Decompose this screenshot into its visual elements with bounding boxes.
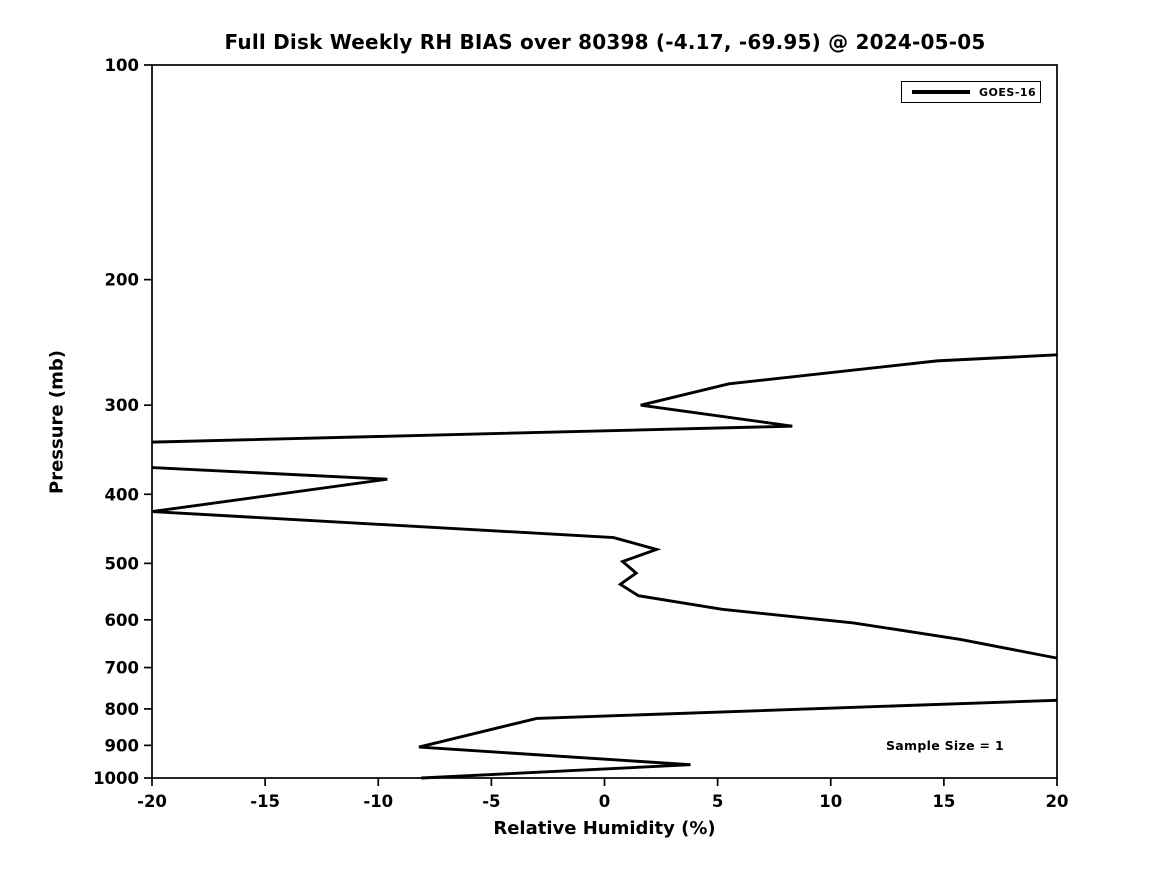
series-line-goes-16 (151, 466, 1058, 660)
x-tick-label: -20 (137, 792, 167, 811)
y-tick-label: 800 (105, 700, 139, 719)
x-tick-label: -5 (482, 792, 500, 811)
x-tick-label: 0 (599, 792, 610, 811)
x-axis-title: Relative Humidity (%) (493, 818, 716, 839)
x-tick-label: 20 (1046, 792, 1069, 811)
sample-size-annotation: Sample Size = 1 (886, 738, 1004, 753)
axes-frame (151, 64, 1058, 779)
y-tick-label: 1000 (93, 769, 139, 788)
x-tick-label: -10 (363, 792, 393, 811)
y-tick-label: 600 (105, 611, 139, 630)
series-line-goes-16 (151, 353, 1058, 444)
legend-series-label: GOES-16 (979, 85, 1037, 99)
legend-line-sample-icon (912, 90, 970, 94)
x-tick-label: 15 (932, 792, 955, 811)
y-tick-label: 400 (105, 485, 139, 504)
y-tick-label: 700 (105, 659, 139, 678)
legend: GOES-16 (901, 81, 1041, 103)
y-tick-label: 100 (105, 56, 139, 75)
chart-title: Full Disk Weekly RH BIAS over 80398 (-4.… (224, 30, 986, 54)
x-tick-label: -15 (250, 792, 280, 811)
y-tick-label: 900 (105, 736, 139, 755)
y-tick-label: 500 (105, 554, 139, 573)
y-tick-label: 300 (105, 396, 139, 415)
x-tick-label: 5 (712, 792, 723, 811)
x-tick-label: 10 (819, 792, 842, 811)
series-line-goes-16 (418, 698, 1058, 780)
y-tick-label: 200 (105, 271, 139, 290)
